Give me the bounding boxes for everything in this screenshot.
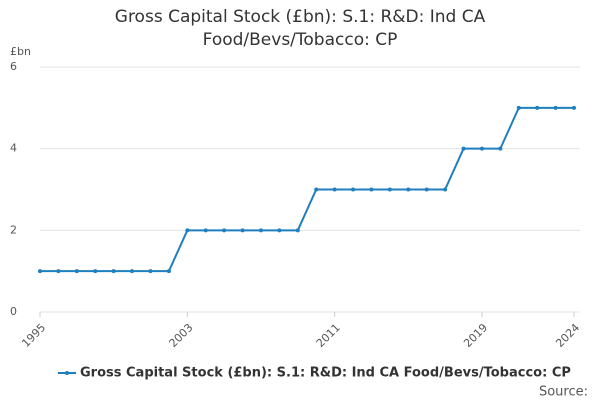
- chart-title: Gross Capital Stock (£bn): S.1: R&D: Ind…: [114, 7, 486, 50]
- point: [332, 187, 337, 192]
- point: [148, 269, 153, 274]
- point: [258, 228, 263, 233]
- point: [572, 105, 576, 110]
- x-tick-label: 2019: [461, 321, 490, 350]
- legend-marker: [65, 371, 69, 375]
- legend-label: Gross Capital Stock (£bn): S.1: R&D: Ind…: [80, 366, 571, 381]
- point: [203, 228, 208, 233]
- y-tick-label: 0: [10, 305, 17, 318]
- point: [111, 269, 116, 274]
- point: [443, 187, 448, 192]
- x-tick-label: 2011: [314, 321, 343, 350]
- point: [222, 228, 227, 233]
- point: [516, 105, 521, 110]
- point: [93, 269, 98, 274]
- point: [387, 187, 392, 192]
- point: [479, 146, 484, 151]
- point: [314, 187, 319, 192]
- x-tick-label: 1995: [19, 321, 48, 350]
- x-tick-label: 2024: [553, 321, 582, 350]
- point: [369, 187, 374, 192]
- y-tick-label: 6: [10, 60, 17, 73]
- point: [277, 228, 282, 233]
- point: [74, 269, 79, 274]
- point: [166, 269, 171, 274]
- point: [295, 228, 300, 233]
- point: [424, 187, 429, 192]
- point: [185, 228, 190, 233]
- y-tick-label: 2: [10, 223, 17, 236]
- point: [461, 146, 466, 151]
- point: [553, 105, 558, 110]
- y-tick-label: 4: [10, 142, 17, 155]
- point: [130, 269, 135, 274]
- point: [498, 146, 503, 151]
- x-tick-label: 2003: [167, 321, 196, 350]
- point: [406, 187, 411, 192]
- point: [38, 269, 42, 274]
- line: [40, 106, 574, 273]
- point: [240, 228, 245, 233]
- point: [351, 187, 356, 192]
- y-axis-label: £bn: [10, 45, 31, 58]
- source: Source:: [539, 385, 588, 400]
- point: [535, 105, 540, 110]
- point: [56, 269, 61, 274]
